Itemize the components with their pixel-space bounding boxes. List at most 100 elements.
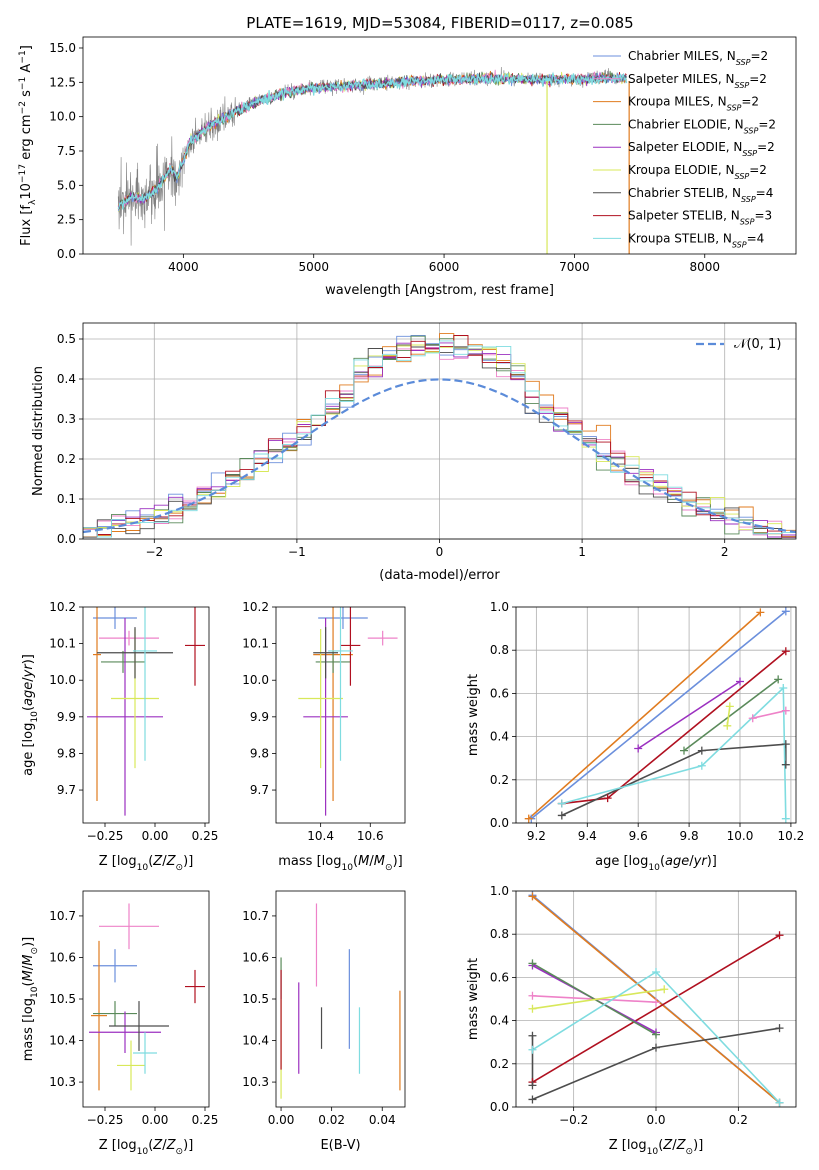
y-tick-label: 0.0 (490, 1100, 509, 1114)
x-tick-label: 0.00 (142, 1113, 169, 1127)
y-tick-label: 10.7 (242, 909, 269, 923)
figure-title: PLATE=1619, MJD=53084, FIBERID=0117, z=0… (246, 14, 633, 32)
x-tick-label: 4000 (168, 260, 199, 274)
weight-marker-chabrier_elodie (774, 675, 783, 684)
weight-marker-chabrier_elodie (652, 1030, 660, 1039)
weight-marker-chabrier_stelib (775, 1024, 784, 1033)
weight-marker-kroupa_elodie (725, 702, 734, 711)
x-tick-label: 8000 (689, 260, 720, 274)
y-tick-label: 0.0 (57, 247, 76, 261)
x-tick-label: 0.25 (192, 1113, 219, 1127)
y-tick-label: 0.2 (490, 773, 509, 787)
plot-area-spectrum (117, 66, 630, 254)
weight-marker-kroupa_stelib (779, 684, 788, 692)
weight-marker-kroupa_miles (756, 608, 765, 617)
legend-entry: Salpeter MILES, NSSP=2 (628, 72, 767, 90)
plot-area-age_vs_mass (298, 607, 398, 816)
weight-marker-kroupa_elodie (723, 721, 732, 730)
axes-frame (82, 606, 210, 824)
y-tick-label: 1.0 (490, 600, 509, 614)
x-tick-label: 7000 (559, 260, 590, 274)
plot-area-weight_vs_age (528, 610, 787, 820)
x-tick-label: 0.00 (268, 1113, 295, 1127)
y-tick-label: 0.4 (490, 1014, 509, 1028)
weight-marker-chabrier_stelib (781, 760, 790, 769)
weight-marker-kroupa_miles (528, 892, 537, 901)
weight-marker-salpeter_elodie (634, 744, 643, 753)
legend-entry: 𝒩(0, 1) (734, 337, 781, 352)
plot-area-mass_vs_Z (89, 903, 205, 1091)
plot-area-residuals (83, 333, 796, 539)
y-tick-label: 0.4 (57, 372, 76, 386)
legend-entry: Chabrier STELIB, NSSP=4 (628, 186, 773, 204)
y-tick-label: 9.8 (250, 746, 269, 760)
legend-entry: Chabrier MILES, NSSP=2 (628, 49, 768, 67)
weight-line-salpeter_elodie (637, 680, 741, 750)
y-tick-label: 10.2 (242, 600, 269, 614)
weight-marker-salpeter_miles (528, 991, 537, 1000)
x-tick-label: −0.25 (87, 1113, 124, 1127)
x-axis-label: mass [log10(M/M⊙)] (278, 854, 402, 873)
weight-marker-kroupa_elodie (660, 985, 669, 994)
weight-line-chabrier_miles (530, 610, 787, 820)
x-tick-label: 10.0 (727, 829, 754, 843)
y-tick-label: 0.2 (490, 1057, 509, 1071)
y-tick-label: 0.0 (57, 532, 76, 546)
y-tick-label: 5.0 (57, 178, 76, 192)
y-tick-label: 10.7 (49, 909, 76, 923)
y-tick-label: 10.6 (49, 950, 76, 964)
weight-line-chabrier_elodie (683, 678, 779, 752)
y-tick-label: 0.2 (57, 452, 76, 466)
x-tick-label: 10.4 (307, 829, 334, 843)
x-axis-label: Z [log10(Z/Z⊙)] (609, 1138, 704, 1157)
legend-entry: Salpeter STELIB, NSSP=3 (628, 209, 772, 227)
weight-marker-kroupa_stelib (528, 1045, 537, 1054)
weight-marker-salpeter_elodie (736, 677, 744, 686)
x-tick-label: 9.4 (578, 829, 597, 843)
y-tick-label: 10.1 (49, 637, 76, 651)
axes-mass_vs_ebv: 0.00 0.02 0.04 10.3 10.4 10.5 10.6 10.7 E(B-V) (242, 890, 406, 1153)
weight-marker-salpeter_stelib (781, 647, 790, 656)
y-tick-label: 0.1 (57, 492, 76, 506)
y-tick-label: 10.2 (49, 600, 76, 614)
axes-frame (82, 36, 797, 255)
y-tick-label: 10.3 (49, 1075, 76, 1089)
x-axis-label: Z [log10(Z/Z⊙)] (99, 854, 194, 873)
weight-marker-kroupa_elodie (528, 1004, 537, 1013)
x-tick-label: −2 (145, 545, 163, 559)
x-tick-label: 0.0 (646, 1113, 665, 1127)
weight-line-salpeter_stelib (532, 934, 780, 1083)
weight-marker-chabrier_elodie (528, 959, 537, 968)
weight-marker-kroupa_miles (524, 814, 533, 823)
axes-frame (275, 890, 406, 1108)
axes-weight_vs_age: 9.2 9.4 9.6 9.8 10.0 10.2 0.0 0.2 0.4 0.6 0.8 1.0 ag… (466, 600, 804, 873)
x-axis-label: E(B-V) (320, 1138, 360, 1153)
y-tick-label: 0.3 (57, 412, 76, 426)
axes-frame (82, 322, 797, 540)
weight-marker-salpeter_miles (652, 998, 660, 1007)
weight-marker-salpeter_stelib (775, 931, 784, 940)
legend-entry: Salpeter ELODIE, NSSP=2 (628, 140, 775, 158)
x-tick-label: 6000 (429, 260, 460, 274)
axes-weight_vs_Z: −0.2 0.0 0.2 0.0 0.2 0.4 0.6 0.8 1.0 Z [log10(Z/Z… (466, 884, 797, 1157)
x-tick-label: 0.25 (192, 829, 219, 843)
weight-marker-kroupa_stelib (697, 761, 706, 770)
y-tick-label: 10.6 (242, 950, 269, 964)
y-axis-label: Normed distribution (31, 366, 46, 496)
weight-marker-chabrier_stelib (697, 746, 706, 755)
x-tick-label: 10.6 (357, 829, 384, 843)
y-tick-label: 0.6 (490, 970, 509, 984)
weight-marker-kroupa_stelib (775, 1098, 784, 1107)
weight-line-salpeter_stelib (561, 650, 787, 805)
y-tick-label: 1.0 (490, 884, 509, 898)
y-tick-label: 0.0 (490, 816, 509, 830)
axes-age_vs_mass: 10.4 10.6 9.7 9.8 9.9 10.0 10.1 10.2 mass [log10… (242, 600, 406, 873)
y-tick-label: 0.4 (490, 730, 509, 744)
x-axis-label: (data-model)/error (379, 568, 500, 583)
residual-histogram-kroupa_stelib (83, 340, 796, 539)
y-tick-label: 10.0 (49, 673, 76, 687)
y-tick-label: 12.5 (49, 75, 76, 89)
y-tick-label: 9.7 (57, 783, 76, 797)
weight-line-chabrier_stelib (561, 743, 787, 817)
y-axis-label: age [log10(age/yr)] (21, 654, 40, 776)
